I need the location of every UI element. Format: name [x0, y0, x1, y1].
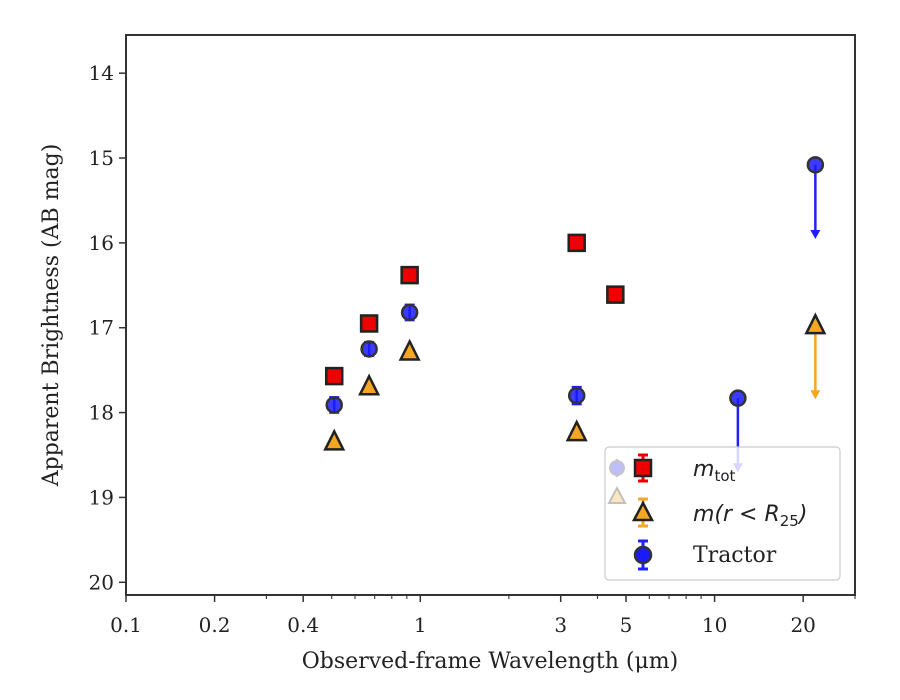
data-point-triangle	[358, 373, 381, 396]
legend-entry-mtot: mtot	[609, 453, 735, 485]
x-tick-label: 5	[620, 613, 633, 637]
y-tick-label: 19	[89, 485, 114, 509]
x-tick-label: 0.2	[199, 613, 231, 637]
data-point-triangle	[323, 428, 346, 451]
data-point-triangle	[398, 338, 421, 361]
y-tick-label: 16	[89, 231, 114, 255]
legend-entry-mr25: m(r < R25)	[607, 485, 807, 530]
x-tick-label: 0.1	[110, 613, 142, 637]
plot-frame	[125, 34, 856, 596]
data-point-triangle	[804, 312, 827, 335]
x-tick-label: 0.4	[287, 613, 319, 637]
legend-entry-tractor: Tractor	[633, 539, 777, 571]
y-tick-label: 18	[89, 401, 114, 425]
data-point-square	[324, 366, 344, 386]
legend-label-mtot: mtot	[693, 457, 735, 485]
data-point-circle	[806, 156, 825, 174]
data-point-circle	[567, 386, 586, 405]
data-point-circle	[325, 396, 343, 414]
legend-label-tractor: Tractor	[693, 543, 777, 568]
legend-box	[604, 446, 841, 581]
legend-faded-circle-marker	[609, 459, 625, 477]
y-tick-label: 14	[89, 61, 114, 85]
data-point-triangle	[565, 419, 588, 442]
y-tick-label: 17	[89, 316, 114, 340]
x-tick-label: 10	[702, 613, 727, 637]
legend-square-marker	[633, 453, 653, 483]
y-tick-label: 15	[89, 146, 114, 170]
upper-limit-arrow	[810, 164, 821, 239]
marks-layer	[323, 156, 827, 473]
legend-label-mr25: m(r < R25)	[693, 502, 807, 530]
data-point-square	[567, 233, 586, 253]
data-point-square	[400, 265, 419, 285]
data-point-circle	[400, 303, 419, 322]
upper-limit-head	[810, 229, 821, 239]
legend-faded-triangle-marker	[607, 485, 627, 504]
data-point-circle	[360, 340, 378, 358]
upper-limit-arrow	[810, 325, 821, 400]
legend-triangle-marker	[631, 497, 655, 528]
y-axis-title: Apparent Brightness (AB mag)	[39, 144, 64, 488]
data-point-square	[359, 314, 379, 333]
upper-limit-head	[810, 390, 821, 400]
x-tick-label: 20	[790, 613, 815, 637]
x-tick-label: 3	[554, 613, 567, 637]
ticks-layer: 0.1 0.2 0.4 1 3 5 10 20 14 15 16 17 18 19 20	[89, 61, 856, 637]
legend: mtot m(r < R25) Tractor	[604, 446, 841, 581]
legend-circle-marker	[633, 539, 653, 571]
data-point-square	[606, 285, 625, 304]
y-tick-label: 20	[89, 570, 114, 594]
x-axis-title: Observed-frame Wavelength (μm)	[302, 649, 678, 674]
x-tick-label: 1	[414, 613, 427, 637]
data-point-circle	[729, 389, 747, 407]
